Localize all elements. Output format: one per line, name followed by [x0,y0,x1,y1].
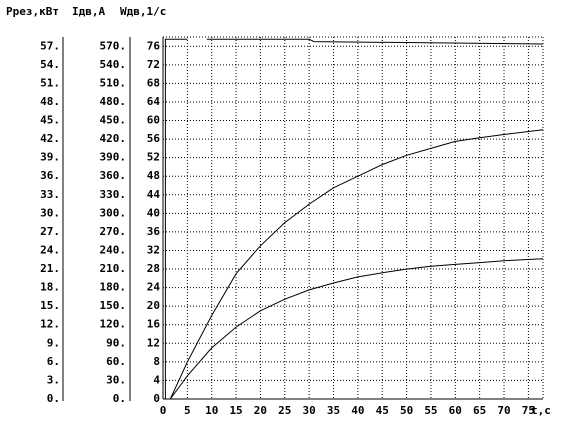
y2-tick-label: 33. [40,188,60,201]
y2-tick-label: 9. [47,336,60,349]
y2-tick-label: 45. [40,114,60,127]
x-tick-label: 5 [184,404,191,417]
y-tick-label: 56 [147,132,161,145]
y2-tick-label: 30. [40,206,60,219]
y3-tick-label: 150. [100,299,127,312]
y-tick-label: 52 [147,151,160,164]
y-tick-label: 0 [153,392,160,405]
y3-tick-label: 480. [100,95,127,108]
x-tick-label: 25 [278,404,291,417]
data-line [164,38,544,399]
y3-tick-label: 330. [100,188,127,201]
x-tick-label: 65 [473,404,486,417]
x-tick-label: 55 [424,404,437,417]
y2-tick-label: 21. [40,262,60,275]
y3-tick-label: 390. [100,151,127,164]
y2-tick-label: 12. [40,318,60,331]
y-tick-label: 40 [147,206,160,219]
y3-tick-label: 180. [100,281,127,294]
x-tick-label: 60 [449,404,462,417]
y-tick-label: 32 [147,243,160,256]
axis-title: Iдв,А [72,5,105,18]
y-tick-label: 72 [147,58,160,71]
x-tick-label: 30 [303,404,316,417]
y3-tick-label: 60. [106,355,126,368]
y3-tick-label: 240. [100,243,127,256]
y-tick-label: 4 [153,373,160,386]
x-tick-label: 40 [351,404,364,417]
x-tick-label: 20 [254,404,267,417]
x-tick-label: 45 [376,404,389,417]
y-tick-label: 44 [147,188,161,201]
y3-tick-label: 450. [100,114,127,127]
y3-tick-label: 570. [100,39,127,52]
y3-tick-label: 30. [106,373,126,386]
y2-tick-label: 54. [40,58,60,71]
y2-tick-label: 6. [47,355,60,368]
y-tick-label: 28 [147,262,160,275]
x-tick-label: 0 [160,404,167,417]
y-tick-label: 16 [147,318,161,331]
y3-tick-label: 210. [100,262,127,275]
y2-tick-label: 48. [40,95,60,108]
y3-tick-label: 300. [100,206,127,219]
y2-tick-label: 3. [47,373,60,386]
x-tick-label: 70 [497,404,510,417]
y3-tick-label: 270. [100,225,127,238]
y2-tick-label: 15. [40,299,60,312]
y-tick-label: 12 [147,336,160,349]
y2-tick-label: 24. [40,243,60,256]
y-tick-label: 48 [147,169,160,182]
y2-tick-label: 27. [40,225,60,238]
data-line [169,258,544,400]
y2-tick-label: 39. [40,151,60,164]
y-tick-label: 36 [147,225,161,238]
y3-tick-label: 540. [100,58,127,71]
y2-tick-label: 36. [40,169,60,182]
y-tick-label: 8 [153,355,160,368]
data-line [169,129,544,400]
x-tick-label: 75 [522,404,535,417]
x-axis-label: t,c [531,404,551,417]
y-tick-label: 60 [147,114,160,127]
y3-tick-label: 360. [100,169,127,182]
y3-tick-label: 510. [100,76,127,89]
y3-tick-label: 90. [106,336,126,349]
y-tick-label: 68 [147,76,160,89]
x-tick-label: 15 [229,404,242,417]
y2-tick-label: 0. [47,392,60,405]
axis-title: Ррез,кВт [6,5,59,18]
axis-title: Wдв,1/с [120,5,166,18]
y3-tick-label: 420. [100,132,127,145]
x-tick-label: 10 [205,404,218,417]
y-tick-label: 64 [147,95,161,108]
y-tick-label: 76 [147,39,161,52]
y3-tick-label: 120. [100,318,127,331]
y2-tick-label: 57. [40,39,60,52]
y2-tick-label: 42. [40,132,60,145]
x-tick-label: 35 [327,404,340,417]
y2-tick-label: 18. [40,281,60,294]
y-tick-label: 20 [147,299,160,312]
y3-tick-label: 0. [113,392,126,405]
y2-tick-label: 51. [40,76,60,89]
y-tick-label: 24 [147,281,161,294]
x-tick-label: 50 [400,404,413,417]
